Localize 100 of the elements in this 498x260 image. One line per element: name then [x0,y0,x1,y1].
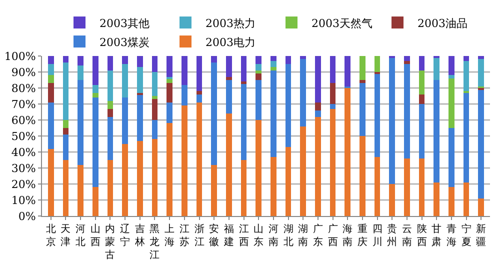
bar [359,80,366,84]
bar [166,123,173,216]
bar [256,56,262,64]
bar [374,56,380,72]
x-tick-label: 辽宁 [120,223,130,248]
bar [359,56,366,80]
bar [62,134,69,160]
x-tick-label: 黑龙江 [150,224,160,260]
bar [463,92,470,182]
bar [463,60,470,92]
x-tick-label: 四川 [372,224,382,248]
bar [448,56,454,76]
bar [181,84,188,106]
x-tick-label: 宁夏 [461,223,472,248]
bar [374,74,380,157]
y-tick-label: 60% [11,114,36,127]
legend-label: 2003热力 [206,16,256,30]
x-tick-label: 福建 [222,223,234,248]
bar [389,58,396,184]
bar [48,75,54,84]
bar [107,56,114,70]
bar [330,108,336,216]
x-tick-label: 山西 [90,223,100,248]
x-tick-label: 湖南 [298,223,308,248]
bar [434,182,440,216]
x-tick-label: 内蒙古 [105,223,116,260]
y-tick-label: 0% [18,210,36,223]
x-tick-label: 河南 [268,223,278,248]
bar [122,98,128,144]
bar [300,126,306,216]
x-tick-label: 新疆 [476,223,486,248]
bar [78,164,84,216]
bar [359,136,366,216]
x-tick-label: 山东 [254,223,264,248]
y-tick-label: 70% [11,98,36,111]
x-tick-label: 江苏 [179,223,190,248]
bar [62,62,69,120]
bar [196,91,202,94]
bar [448,78,454,128]
bar [152,139,158,216]
bar [285,56,292,64]
bar [463,182,470,216]
bar [48,64,54,76]
bar [226,56,232,77]
y-tick-label: 30% [11,162,36,175]
bar [434,80,440,182]
bar [418,158,425,216]
bar [463,56,470,61]
bar [285,64,292,148]
bar [404,56,410,61]
bar [330,83,336,104]
x-tick-label: 云南 [402,224,412,248]
x-tick-label: 江西 [238,223,249,248]
bar [166,102,173,124]
bar [136,56,143,68]
bar [270,156,276,216]
y-tick-label: 80% [11,82,36,95]
bar [240,56,247,82]
bar [359,83,366,136]
bar [107,70,114,101]
bar [374,156,380,216]
bar [196,56,202,92]
x-tick-label: 海南 [342,223,353,248]
bar [78,66,84,80]
bar [478,90,484,198]
bar [136,94,143,141]
bar [62,160,69,216]
bar [107,100,114,109]
bar [418,94,425,104]
bar [314,110,321,117]
bar [92,98,98,188]
bar [404,158,410,216]
bar [136,140,143,216]
legend-label: 2003油品 [418,16,468,30]
bar [152,72,158,96]
bar [344,88,351,216]
bar [226,76,232,80]
bar [240,160,247,216]
x-tick-label: 安徽 [209,223,220,248]
bar [196,94,202,102]
bar [270,70,276,157]
bar [181,56,188,85]
legend-label: 2003其他 [100,16,150,30]
legend-label: 2003电力 [206,36,256,49]
bar [270,67,276,70]
bar [478,198,484,216]
bar [256,74,262,80]
legend-label: 2003煤炭 [100,36,150,49]
bar [404,64,410,158]
bar [62,120,69,128]
bar [240,83,247,160]
bar [434,58,440,80]
y-tick-label: 10% [11,194,36,207]
bar [181,106,188,216]
bar [314,102,321,110]
bar [78,80,84,165]
x-tick-label: 浙江 [194,223,204,248]
bar [418,70,425,94]
bar [256,80,262,120]
bar [330,104,336,109]
